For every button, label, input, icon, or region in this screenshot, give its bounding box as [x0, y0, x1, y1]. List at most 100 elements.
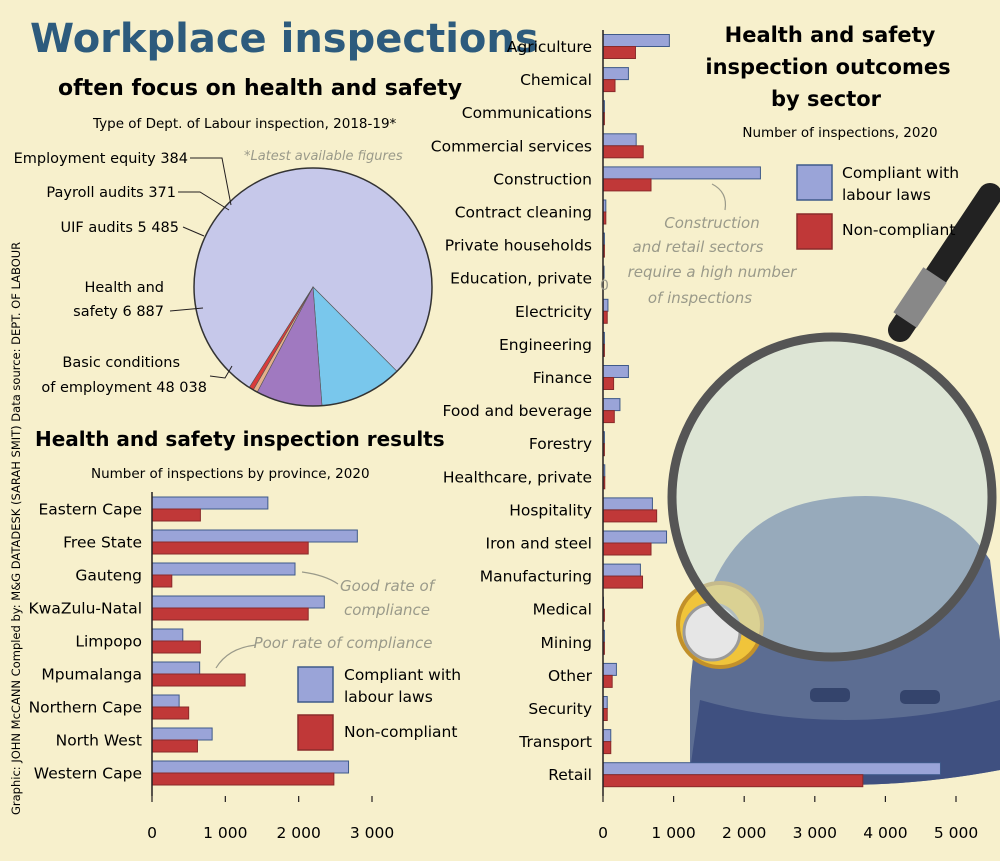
- bar-non-compliant: [151, 739, 198, 753]
- sector-annotation-line1: Construction: [664, 214, 760, 232]
- pie-label-payroll-audits: Payroll audits 371: [46, 185, 176, 201]
- bar-compliant: [602, 133, 637, 147]
- category-label: Agriculture: [507, 38, 592, 56]
- province-legend: Compliant with labour laws Non-compliant: [297, 666, 461, 751]
- annotation-poor: Poor rate of compliance: [254, 634, 433, 652]
- province-chart-title: Health and safety inspection results: [35, 427, 445, 451]
- bar-non-compliant: [602, 741, 612, 755]
- bar-non-compliant: [602, 542, 652, 556]
- bar-non-compliant: [602, 145, 644, 159]
- legend-label-compliant: Compliant with labour laws: [344, 666, 461, 706]
- category-label: KwaZulu-Natal: [29, 600, 142, 618]
- bar-compliant: [602, 530, 668, 544]
- legend-label-compliant-sector: Compliant with labour laws: [842, 164, 959, 204]
- bar-non-compliant: [602, 46, 636, 59]
- legend-swatch-non-compliant-sector: [796, 213, 833, 250]
- sector-annotation-line2: and retail sectors: [633, 238, 764, 256]
- bar-non-compliant: [602, 509, 658, 523]
- annotation-leader-construction: [711, 183, 727, 211]
- bar-non-compliant: [151, 706, 190, 720]
- sector-chart-title: Health and safety inspection outcomes by…: [705, 23, 950, 111]
- bar-non-compliant: [602, 377, 615, 390]
- bar-compliant: [151, 760, 350, 774]
- bar-compliant: [602, 166, 761, 180]
- category-label: Contract cleaning: [455, 204, 592, 222]
- pie-chart-title: Type of Dept. of Labour inspection, 2018…: [92, 116, 397, 132]
- pie-label-health-safety-line2: safety 6 887: [73, 304, 164, 320]
- pie-outline: [193, 167, 433, 407]
- category-label: Western Cape: [34, 765, 142, 783]
- category-label: Eastern Cape: [38, 501, 142, 519]
- bar-compliant: [151, 562, 296, 576]
- pie-label-basic-conditions-line2: of employment 48 038: [41, 380, 207, 396]
- annotation-good-line1: Good rate of: [340, 577, 437, 595]
- sector-bar-chart: Agriculture Chemical Communications Commerc…: [431, 30, 978, 842]
- bar-compliant: [602, 662, 617, 676]
- category-label: Mpumalanga: [41, 666, 142, 684]
- bar-non-compliant: [602, 410, 615, 424]
- x-tick-label: 5 000: [934, 824, 978, 842]
- province-bar-chart: Eastern Cape Free State Gauteng KwaZulu-Nat…: [29, 492, 394, 842]
- bar-non-compliant: [151, 772, 335, 786]
- x-tick-label: 4 000: [863, 824, 907, 842]
- bar-compliant: [151, 661, 201, 675]
- sector-title-line1: Health and safety: [725, 23, 936, 47]
- category-label: Education, private: [450, 270, 592, 288]
- bar-non-compliant: [602, 575, 644, 589]
- category-label: Private households: [445, 237, 592, 255]
- category-label: Hospitality: [509, 501, 592, 519]
- sector-chart-subtitle: Number of inspections, 2020: [742, 125, 937, 141]
- category-label: Transport: [518, 733, 592, 751]
- bar-compliant: [602, 497, 653, 511]
- sector-annotation-line3: require a high number: [628, 263, 798, 281]
- bar-compliant: [151, 496, 269, 510]
- education-zero-label: 0: [600, 278, 609, 294]
- bar-non-compliant: [151, 574, 173, 588]
- x-tick-label: 3 000: [793, 824, 837, 842]
- x-tick-label: 0: [147, 824, 157, 842]
- sector-title-line3: by sector: [771, 87, 882, 111]
- pie-chart-note: *Latest available figures: [244, 149, 403, 164]
- category-label: Other: [548, 667, 593, 685]
- page-subtitle: often focus on health and safety: [58, 76, 462, 101]
- x-tick-label: 2 000: [276, 824, 320, 842]
- bar-compliant: [602, 762, 941, 776]
- legend-label-compliant-line1: Compliant with: [344, 666, 461, 684]
- x-tick-label: 0: [598, 824, 608, 842]
- bar-compliant: [602, 729, 612, 743]
- category-label: Communications: [462, 104, 592, 122]
- pie-label-health-safety-line1: Health and: [84, 280, 164, 296]
- bar-compliant: [151, 628, 184, 642]
- pie-chart: [193, 167, 433, 407]
- credit-line: Graphic: JOHN McCANN Compled by: M&G DAT…: [9, 242, 23, 815]
- magnifying-glass-icon: [667, 183, 1000, 662]
- bar-compliant: [602, 34, 670, 47]
- legend-swatch-compliant: [297, 666, 334, 703]
- bar-non-compliant: [602, 79, 616, 93]
- bar-compliant: [151, 529, 358, 543]
- pie-label-basic-conditions-line1: Basic conditions: [62, 355, 180, 371]
- category-label: Northern Cape: [29, 699, 142, 717]
- pie-label-uif-audits: UIF audits 5 485: [60, 220, 179, 236]
- legend-label-compliant-sector-line1: Compliant with: [842, 164, 959, 182]
- bar-compliant: [151, 727, 213, 741]
- bar-non-compliant: [602, 774, 864, 788]
- x-tick-label: 1 000: [203, 824, 247, 842]
- province-annotations: Good rate of compliance Poor rate of com…: [254, 577, 437, 652]
- category-label: Iron and steel: [486, 535, 592, 553]
- category-label: Retail: [548, 766, 592, 784]
- legend-label-compliant-sector-line2: labour laws: [842, 186, 931, 204]
- category-label: Limpopo: [75, 633, 142, 651]
- sector-title-line2: inspection outcomes: [705, 55, 950, 79]
- bar-non-compliant: [151, 673, 246, 687]
- legend-swatch-non-compliant: [297, 714, 334, 751]
- bar-compliant: [602, 365, 629, 378]
- pie-label-basic-conditions: Basic conditions of employment 48 038: [41, 355, 207, 396]
- sector-annotation-line4: of inspections: [648, 289, 752, 307]
- category-label: Free State: [63, 534, 142, 552]
- bar-compliant: [151, 595, 325, 609]
- category-label: Commercial services: [431, 137, 592, 155]
- page-title: Workplace inspections: [30, 16, 539, 62]
- bar-non-compliant: [151, 541, 309, 555]
